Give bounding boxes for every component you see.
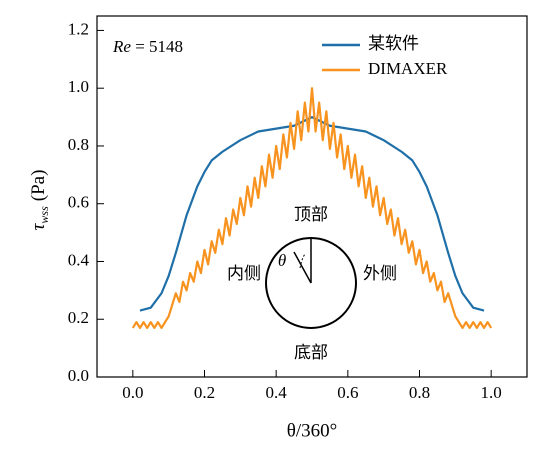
inset-label: 外侧 — [363, 264, 397, 283]
inset-angle-label: θ — [278, 251, 286, 270]
y-tick-label: 1.0 — [68, 77, 89, 96]
inset-radius — [293, 251, 312, 284]
inset-label: 内侧 — [227, 264, 261, 283]
x-tick-label: 0.8 — [409, 383, 430, 402]
inset-label: 顶部 — [294, 205, 328, 224]
x-tick-label: 0.2 — [194, 383, 215, 402]
y-tick-label: 0.0 — [68, 366, 89, 385]
legend-label: DIMAXER — [368, 59, 448, 78]
plot-frame — [96, 15, 528, 378]
series-line — [139, 115, 485, 312]
y-label-subscript: wss — [37, 206, 51, 224]
series-line — [131, 87, 493, 329]
x-tick-label: 0.4 — [266, 383, 288, 402]
y-tick-label: 0.2 — [68, 308, 89, 327]
x-tick-label: 0.6 — [337, 383, 358, 402]
inset-label: 底部 — [294, 343, 328, 362]
y-tick-label: 1.2 — [68, 19, 89, 38]
y-axis-label: τwss (Pa) — [28, 170, 50, 231]
y-label-unit: (Pa) — [28, 170, 49, 202]
y-tick-label: 0.8 — [68, 135, 89, 154]
x-tick-label: 0.0 — [122, 383, 143, 402]
y-tick-label: 0.4 — [68, 250, 90, 269]
inset: 顶部 底部 内侧 外侧 θ — [227, 205, 397, 362]
x-tick-label: 1.0 — [481, 383, 502, 402]
annotation: Re = 5148 — [112, 37, 183, 56]
annotation-text: = 5148 — [135, 37, 183, 56]
y-tick-label: 0.6 — [68, 193, 89, 212]
annotation-symbol: Re — [112, 37, 131, 56]
legend-label: 某软件 — [368, 34, 419, 53]
x-axis-label: θ/360° — [287, 420, 337, 441]
inset-angle-arc — [299, 253, 306, 269]
y-label-symbol: τ — [28, 222, 49, 230]
